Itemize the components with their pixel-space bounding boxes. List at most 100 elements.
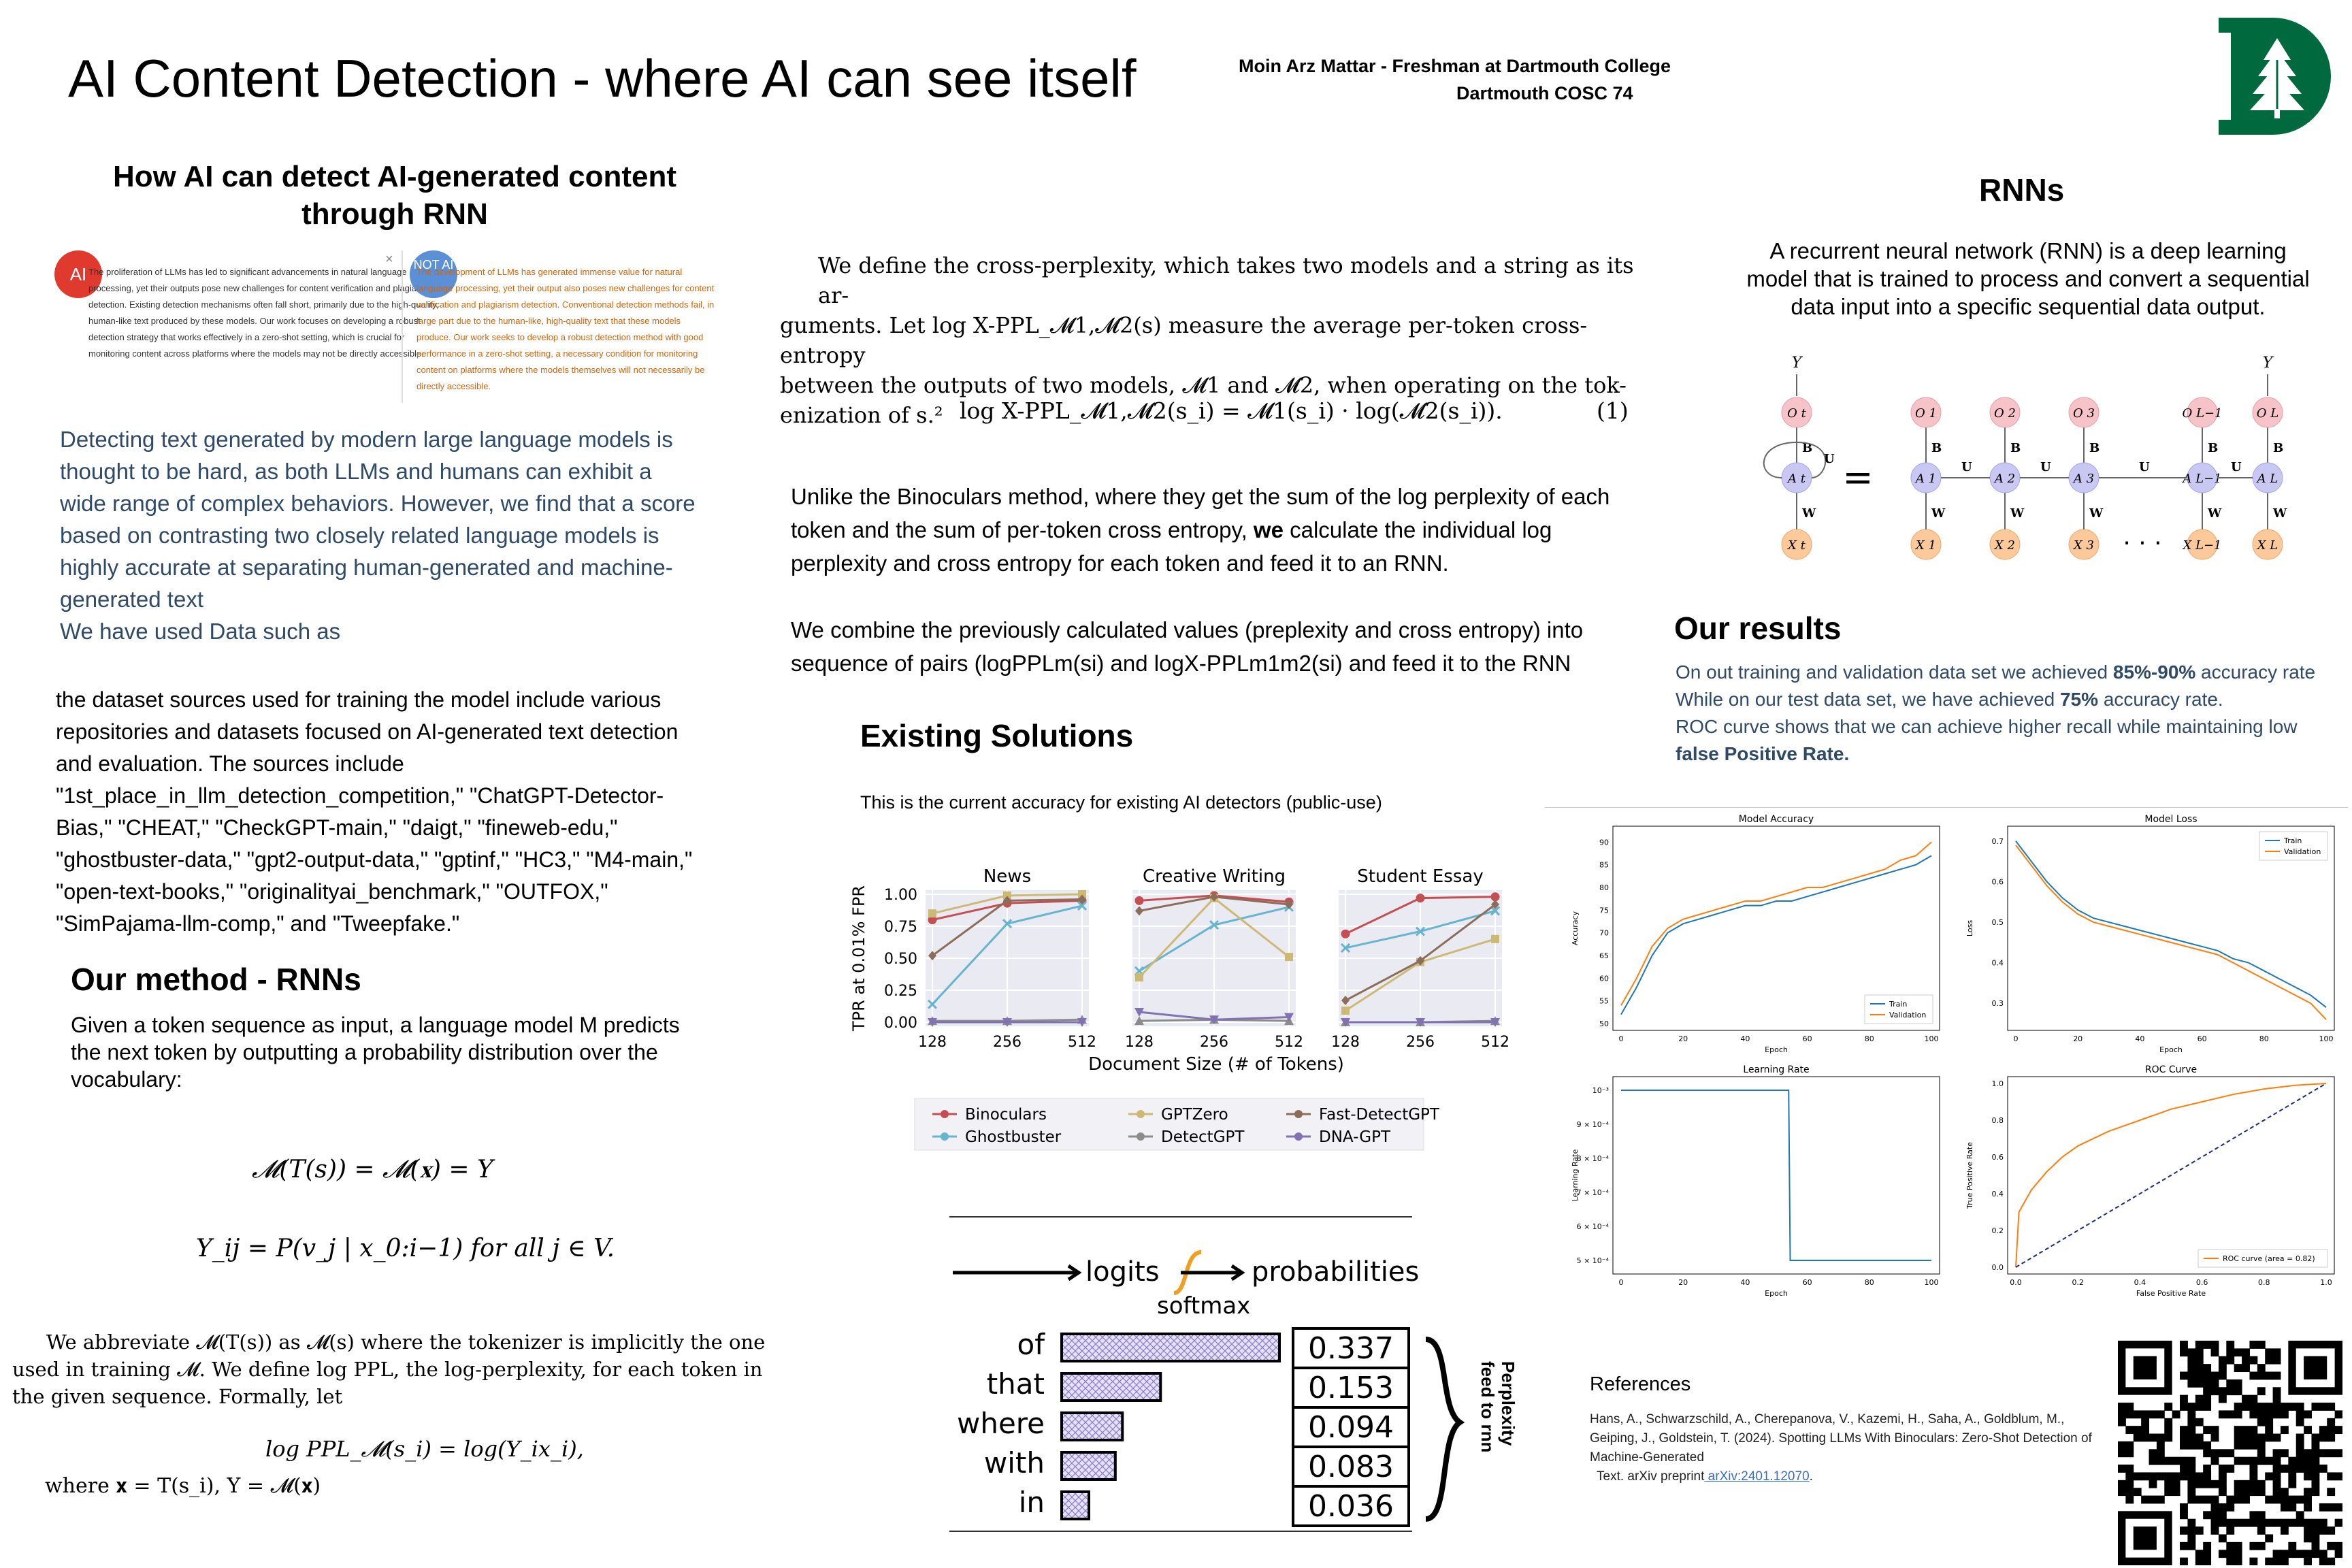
qr-module (2187, 1465, 2196, 1473)
qr-module (2257, 1456, 2266, 1465)
probability-value: 0.094 (1308, 1410, 1394, 1445)
x-tick-label: 0.4 (2134, 1278, 2146, 1287)
qr-module (2195, 1348, 2204, 1357)
method-line: Given a token sequence as input, a langu… (71, 1013, 680, 1037)
x-tick-label: 60 (1803, 1278, 1812, 1287)
qr-module (2296, 1495, 2304, 1504)
input-node-label: X t (1786, 538, 1806, 553)
y-tick-label: 0.4 (1992, 1190, 2004, 1198)
data-point (928, 915, 937, 925)
y-tick-label: 90 (1599, 838, 1609, 847)
qr-module (2210, 1341, 2219, 1349)
dataset-line: "open-text-books," "originalityai_benchm… (56, 879, 608, 904)
author-line: Moin Arz Mattar - Freshman at Dartmouth … (1239, 56, 1671, 76)
close-icon[interactable]: × (385, 252, 393, 267)
qr-module (2203, 1495, 2212, 1504)
y-tick-label: 0.50 (884, 951, 917, 968)
input-node-label: X L (2256, 538, 2278, 553)
qr-module (2187, 1441, 2196, 1450)
qr-module (2334, 1410, 2342, 1419)
existing-solutions-caption: This is the current accuracy for existin… (860, 792, 1382, 813)
qr-module (2226, 1550, 2235, 1558)
qr-module (2210, 1511, 2219, 1520)
legend-label: Fast-DetectGPT (1319, 1106, 1440, 1124)
input-node-label: X 2 (1993, 538, 2015, 553)
data-point (1209, 920, 1220, 930)
x-axis-label: Epoch (1765, 1289, 1788, 1298)
qr-module (2272, 1518, 2281, 1527)
qr-module (2234, 1541, 2242, 1550)
data-point (1078, 890, 1086, 898)
probability-bar (1060, 1411, 1124, 1441)
y-tick-label: 0.3 (1992, 999, 2004, 1008)
data-point (1077, 1018, 1087, 1027)
qr-module (2226, 1503, 2235, 1512)
qr-code[interactable] (2118, 1341, 2342, 1565)
qr-module (2203, 1364, 2212, 1373)
qr-module (2180, 1503, 2188, 1512)
w-label: W (1931, 506, 1946, 521)
qr-module (2226, 1379, 2235, 1388)
qr-module (2187, 1534, 2196, 1543)
intro-line: generated text (60, 587, 203, 612)
qr-module (2234, 1379, 2242, 1388)
method-line: vocabulary: (71, 1067, 182, 1092)
qr-module (2319, 1403, 2328, 1411)
qr-module (2210, 1495, 2219, 1504)
qr-module (2242, 1426, 2250, 1435)
x-tick-label: 0.6 (2196, 1278, 2208, 1287)
qr-module (2304, 1472, 2312, 1481)
x-tick-label: 100 (2319, 1034, 2334, 1043)
data-point (1490, 892, 1500, 902)
qr-module (2195, 1557, 2204, 1565)
series-line (2015, 1083, 2327, 1268)
qr-module (2180, 1472, 2188, 1481)
qr-module (2249, 1511, 2258, 1520)
qr-module (2234, 1456, 2242, 1465)
x-tick-label: 0.2 (2072, 1278, 2084, 1287)
qr-module (2226, 1557, 2235, 1565)
qr-module (2311, 1472, 2320, 1481)
output-node (2187, 397, 2218, 428)
qr-module (2257, 1518, 2266, 1527)
dataset-line: "ghostbuster-data," "gpt2-output-data," … (56, 847, 693, 872)
hidden-node-label: A 3 (2072, 472, 2094, 486)
qr-module (2149, 1410, 2157, 1419)
def-line: We define the cross-perplexity, which ta… (818, 252, 1634, 308)
input-node-label: X 1 (1914, 538, 1936, 553)
qr-module (2203, 1403, 2212, 1411)
qr-module (2156, 1410, 2165, 1419)
y-tick-label: 75 (1599, 906, 1609, 915)
chart-title: ROC Curve (2145, 1064, 2197, 1075)
legend-box (2259, 831, 2328, 861)
qr-module (2296, 1465, 2304, 1473)
arxiv-link[interactable]: arXiv:2401.12070 (1704, 1469, 1810, 1484)
series-line (2015, 840, 2327, 1008)
legend-marker (941, 1132, 949, 1141)
qr-module (2327, 1472, 2336, 1481)
qr-module (2180, 1426, 2188, 1435)
qr-module (2187, 1456, 2196, 1465)
x-tick-label: 40 (1740, 1034, 1750, 1043)
qr-module (2187, 1526, 2196, 1535)
qr-module (2319, 1503, 2328, 1512)
probability-value: 0.083 (1308, 1450, 1394, 1484)
x-tick-label: 1.0 (2320, 1278, 2332, 1287)
qr-module (2296, 1518, 2304, 1527)
qr-module (2156, 1441, 2165, 1450)
qr-module (2242, 1488, 2250, 1497)
qr-module (2210, 1518, 2219, 1527)
qr-module (2280, 1449, 2289, 1458)
qr-module (2118, 1441, 2126, 1450)
qr-module (2203, 1480, 2212, 1488)
x-tick-label: 128 (1125, 1034, 1154, 1051)
x-tick-label: 128 (918, 1034, 947, 1051)
qr-module (2327, 1488, 2336, 1497)
qr-module (2296, 1449, 2304, 1458)
output-node-label: O t (1787, 406, 1806, 421)
y-tick-label: 5 × 10⁻⁴ (1577, 1256, 1610, 1265)
method-paragraph: Given a token sequence as input, a langu… (71, 1011, 751, 1093)
qr-module (2280, 1403, 2289, 1411)
data-point (1209, 1015, 1219, 1025)
qr-module (2210, 1480, 2219, 1488)
